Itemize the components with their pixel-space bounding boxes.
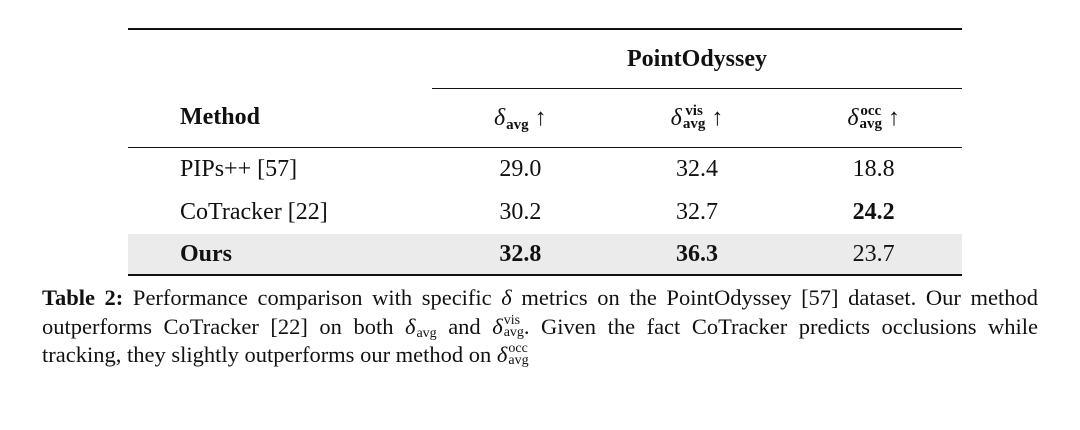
column-header: δ avg ↑ — [432, 88, 609, 148]
metric-value: 29.0 — [499, 156, 542, 182]
group-header: PointOdyssey — [432, 28, 962, 89]
column-header: δ vis avg ↑ — [608, 88, 786, 148]
math: δ occ avg — [497, 341, 529, 370]
caption-text: metrics on the PointOdyssey [57] dataset… — [42, 285, 1038, 339]
arrow: ↑ — [534, 104, 547, 131]
method-name: PIPs++ [57] — [180, 156, 298, 182]
math: δ occ avg ↑ — [847, 103, 900, 132]
math: δ — [501, 284, 511, 313]
arrow: ↑ — [887, 104, 900, 131]
empty-cell — [128, 28, 432, 89]
table-row: PIPs++ [57] 29.0 32.4 18.8 — [128, 148, 962, 192]
math-symbol: δ — [670, 104, 682, 131]
subscript: avg — [859, 116, 882, 132]
math: δ vis avg — [492, 313, 524, 342]
superscript: vis — [685, 103, 703, 119]
subscript: avg — [682, 116, 706, 132]
caption-text: Performance comparison with specific — [123, 285, 502, 310]
math-symbol: δ — [501, 285, 512, 310]
metric-value: 36.3 — [608, 234, 786, 276]
arrow: ↑ — [711, 104, 724, 131]
math-symbol: δ — [494, 104, 506, 131]
subscript: avg — [416, 325, 437, 341]
sup-sub: vis avg — [503, 312, 524, 340]
metric-value: 30.2 — [499, 199, 542, 225]
math-symbol: δ — [496, 342, 508, 367]
method-header: Method — [128, 88, 432, 148]
caption-text: . Given the fact CoTracker predicts occl… — [42, 313, 1038, 368]
table-row: Ours 32.8 36.3 23.7 — [128, 234, 962, 276]
sup-sub: vis avg — [682, 103, 706, 132]
math-symbol: δ — [847, 104, 859, 131]
results-table: PointOdyssey Method δ avg ↑ δ vis avg ↑ δ occ avg… — [128, 28, 962, 276]
sup-sub: avg — [416, 325, 437, 341]
math: δ avg ↑ — [494, 104, 547, 133]
superscript: occ — [508, 341, 528, 357]
metric-value: 32.4 — [675, 156, 718, 182]
metric-value: 18.8 — [852, 156, 895, 182]
math-symbol: δ — [404, 313, 416, 339]
header-row: Method δ avg ↑ δ vis avg ↑ δ occ avg ↑ — [128, 88, 962, 148]
subscript: avg — [503, 324, 524, 340]
method-name: Ours — [128, 234, 432, 276]
math: δ vis avg ↑ — [670, 103, 724, 132]
caption-text: and — [436, 313, 493, 339]
metric-value: 23.7 — [785, 234, 962, 276]
subscript: avg — [506, 116, 529, 133]
sup-sub: occ avg — [859, 103, 882, 132]
caption: Table 2: Performance comparison with spe… — [42, 284, 1038, 370]
metric-value: 24.2 — [852, 199, 895, 225]
sup-sub: occ avg — [508, 341, 529, 369]
math-symbol: δ — [492, 313, 503, 339]
column-header: δ occ avg ↑ — [785, 88, 962, 148]
caption-label: Table 2: — [42, 285, 124, 310]
superscript: occ — [860, 103, 882, 119]
table-row: CoTracker [22] 30.2 32.7 24.2 — [128, 191, 962, 234]
math: δ avg — [405, 313, 437, 342]
superscript: vis — [503, 312, 521, 328]
metric-value: 32.7 — [675, 199, 718, 225]
method-name: CoTracker [22] — [180, 199, 328, 225]
metric-value: 32.8 — [432, 234, 609, 276]
sup-sub: avg — [506, 116, 529, 133]
group-header-row: PointOdyssey — [128, 28, 962, 89]
subscript: avg — [508, 353, 529, 369]
